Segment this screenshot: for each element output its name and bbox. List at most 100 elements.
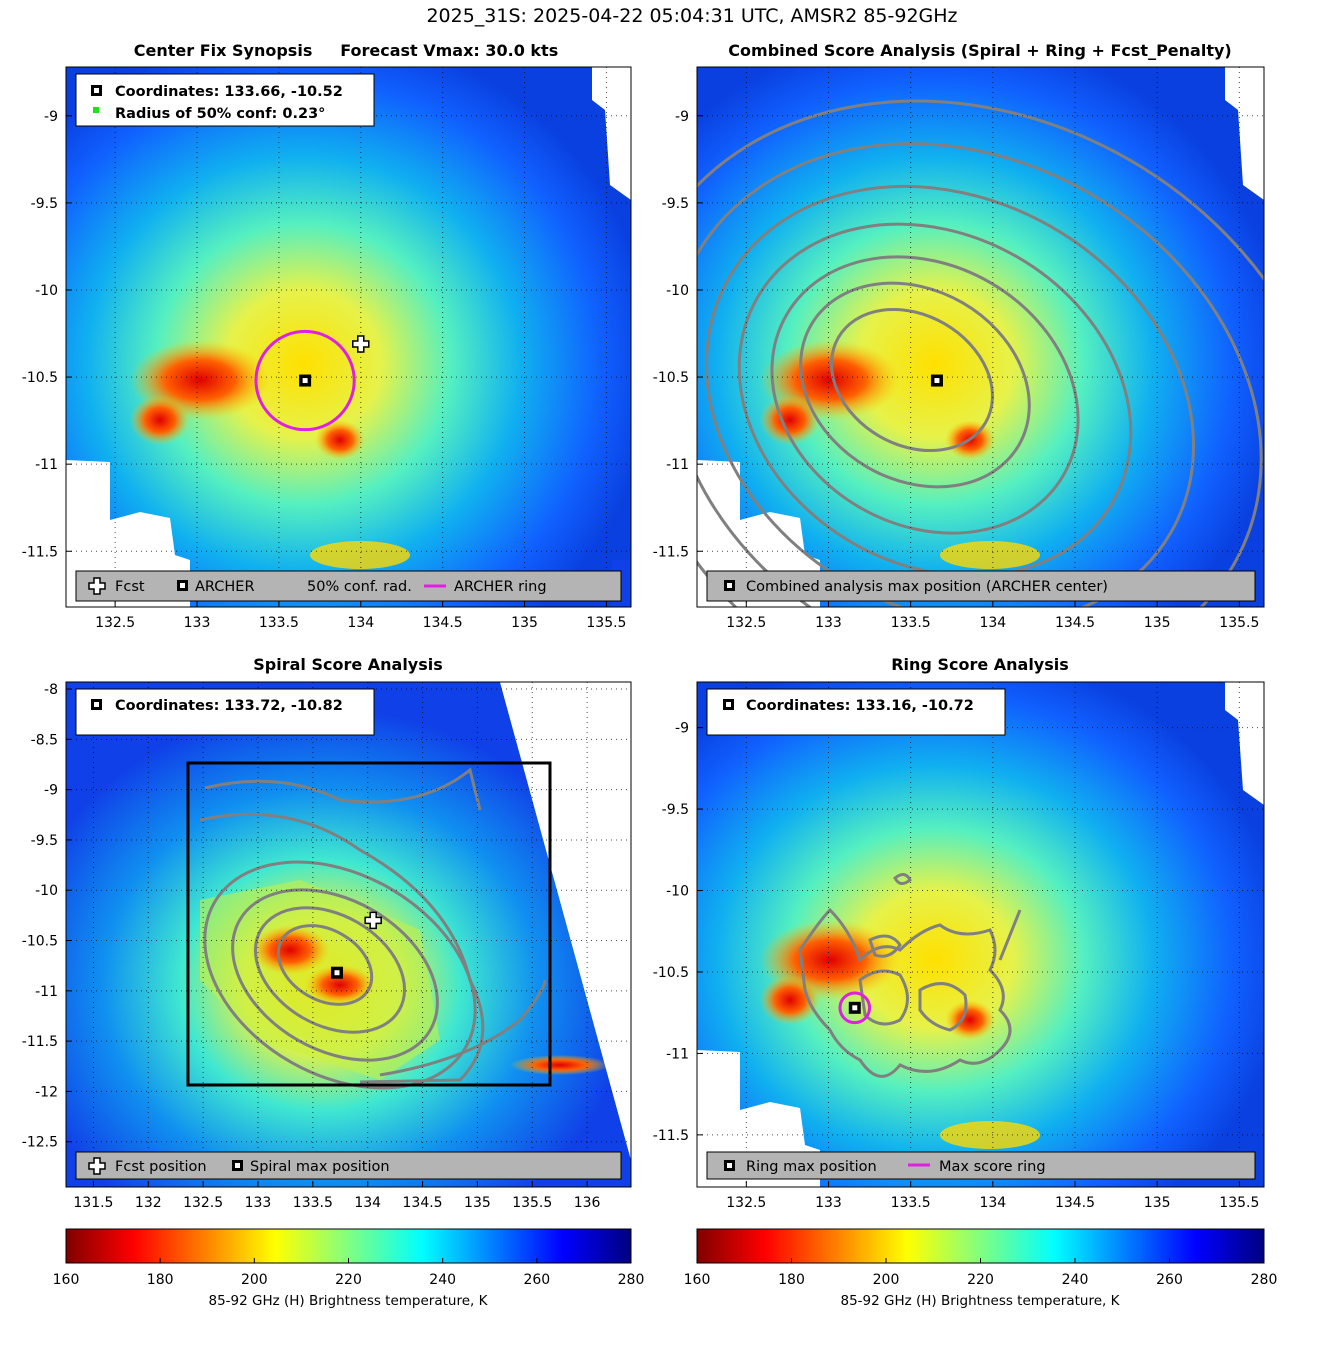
y-tick-label: -8: [44, 682, 58, 698]
x-tick-label: 134: [347, 615, 374, 631]
score-contours: [697, 99, 1264, 607]
y-tick-label: -11.5: [22, 544, 58, 560]
y-tick-label: -9: [44, 109, 58, 125]
grid-lines: [697, 67, 1264, 607]
combined-panel: Combined Score Analysis (Spiral + Ring +…: [653, 41, 1265, 631]
legend: Combined analysis max position (ARCHER c…: [706, 570, 1256, 602]
legend-fcst: Fcst: [115, 579, 145, 595]
x-tick-label: 135: [1144, 1195, 1171, 1211]
forecast-position-marker: [352, 335, 370, 353]
colorbar-ticks: 160 180 200 220 240 260 280: [53, 1258, 644, 1288]
brightness-temperature-map: [697, 682, 1264, 1187]
fcst-cross-icon: [88, 1157, 106, 1175]
y-tick-label: -11: [35, 457, 58, 473]
info-box: Coordinates: 133.16, -10.72: [706, 688, 1006, 736]
forecast-position-marker: [364, 911, 382, 930]
x-tick-label: 135.5: [512, 1195, 552, 1211]
y-tick-label: -9: [675, 109, 689, 125]
colorbar-tick-label: 160: [684, 1272, 711, 1288]
x-tick-label: 134.5: [1055, 615, 1095, 631]
markers: [254, 329, 370, 432]
panel-title: Center Fix Synopsis Forecast Vmax: 30.0 …: [134, 41, 558, 60]
colorbar-tick-label: 220: [335, 1272, 362, 1288]
colorbar-ticks: 160 180 200 220 240 260 280: [684, 1258, 1277, 1288]
x-tick-label: 135: [1144, 615, 1171, 631]
x-tick-label: 132.5: [95, 615, 135, 631]
legend-archer-ring: ARCHER ring: [454, 579, 547, 595]
y-tick-label: -9.5: [662, 802, 689, 818]
colorbar-tick-label: 200: [873, 1272, 900, 1288]
x-tick-label: 135.5: [1219, 1195, 1259, 1211]
brightness-temperature-map: [697, 67, 1264, 607]
markers: [838, 991, 872, 1025]
x-tick-label: 131.5: [73, 1195, 113, 1211]
archer-marker-icon: [94, 88, 99, 93]
legend-fcst-position: Fcst position: [115, 1159, 207, 1175]
legend: Ring max position Max score ring: [706, 1151, 1256, 1180]
x-axis-ticks: 132.5 133 133.5 134 134.5 135 135.5: [726, 1181, 1259, 1211]
archer-ring: [254, 329, 356, 432]
legend-max-score-ring: Max score ring: [939, 1159, 1046, 1175]
brightness-temperature-map: [66, 67, 631, 607]
grid-lines: [697, 682, 1264, 1187]
max-position-marker-core: [852, 1005, 858, 1011]
ring-panel: Ring Score Analysis 132.5 133 133.5 134 134.…: [653, 655, 1265, 1211]
x-tick-label: 132.5: [726, 1195, 766, 1211]
x-axis-ticks: 132.5 133 133.5 134 134.5 135 135.5: [95, 601, 626, 631]
info-coordinates: Coordinates: 133.72, -10.82: [115, 698, 343, 714]
x-tick-label: 133.5: [293, 1195, 333, 1211]
x-tick-label: 133.5: [259, 615, 299, 631]
info-radius: Radius of 50% conf: 0.23°: [115, 106, 325, 122]
y-tick-label: -10: [35, 883, 58, 899]
colorbar-tick-label: 240: [1062, 1272, 1089, 1288]
colorbar-tick-label: 180: [147, 1272, 174, 1288]
x-tick-label: 134.5: [403, 1195, 443, 1211]
grid-lines: [66, 682, 631, 1187]
y-tick-label: -8.5: [31, 732, 58, 748]
legend-ring-max: Ring max position: [746, 1159, 877, 1175]
x-tick-label: 133: [184, 615, 211, 631]
y-tick-label: -10.5: [22, 370, 58, 386]
colorbar-tick-label: 260: [1156, 1272, 1183, 1288]
colorbar-tick-label: 200: [241, 1272, 268, 1288]
y-tick-label: -11.5: [653, 1128, 689, 1144]
y-tick-label: -11.5: [653, 544, 689, 560]
y-axis-ticks: -9 -9.5 -10 -10.5 -11 -11.5: [653, 109, 703, 560]
info-box: Coordinates: 133.72, -10.82: [75, 688, 375, 736]
y-tick-label: -11: [666, 1046, 689, 1062]
y-tick-label: -10: [35, 283, 58, 299]
grid-lines: [66, 67, 631, 607]
max-position-marker-core: [302, 378, 308, 384]
legend-archer: ARCHER: [195, 579, 255, 595]
legend-combined-max: Combined analysis max position (ARCHER c…: [746, 579, 1108, 595]
x-tick-label: 133: [245, 1195, 272, 1211]
y-axis-ticks: -9 -9.5 -10 -10.5 -11 -11.5: [653, 721, 703, 1144]
legend: Fcst ARCHER 50% conf. rad. ARCHER ring: [75, 570, 622, 602]
colorbar-label: 85-92 GHz (H) Brightness temperature, K: [209, 1293, 489, 1309]
x-tick-label: 134.5: [1055, 1195, 1095, 1211]
y-tick-label: -10.5: [22, 934, 58, 950]
colorbar-tick-label: 220: [967, 1272, 994, 1288]
x-tick-label: 135.5: [586, 615, 626, 631]
x-tick-label: 133.5: [891, 615, 931, 631]
y-tick-label: -9.5: [31, 833, 58, 849]
spiral-contours: [199, 767, 547, 1090]
search-box: [186, 761, 552, 1087]
x-tick-label: 135: [511, 615, 538, 631]
x-tick-label: 134: [979, 1195, 1006, 1211]
info-coordinates: Coordinates: 133.66, -10.52: [115, 84, 343, 100]
y-tick-label: -9: [44, 783, 58, 799]
y-tick-label: -12.5: [22, 1135, 58, 1151]
colorbar-left: 160 180 200 220 240 260 280 85-92 GHz (H) Brig…: [53, 1228, 644, 1309]
y-tick-label: -9.5: [31, 196, 58, 212]
x-tick-label: 136: [574, 1195, 601, 1211]
y-tick-label: -9: [675, 721, 689, 737]
y-axis-ticks: -9 -9.5 -10 -10.5 -11 -11.5: [22, 109, 72, 560]
x-tick-label: 132.5: [726, 615, 766, 631]
y-tick-label: -11.5: [22, 1034, 58, 1050]
max-position-marker-core: [334, 970, 340, 976]
info-box: Coordinates: 133.66, -10.52 Radius of 50…: [75, 73, 375, 127]
x-tick-label: 132.5: [183, 1195, 223, 1211]
spiral-panel: Spiral Score Analysis 131.5 132 132.5 133 13…: [22, 655, 632, 1211]
